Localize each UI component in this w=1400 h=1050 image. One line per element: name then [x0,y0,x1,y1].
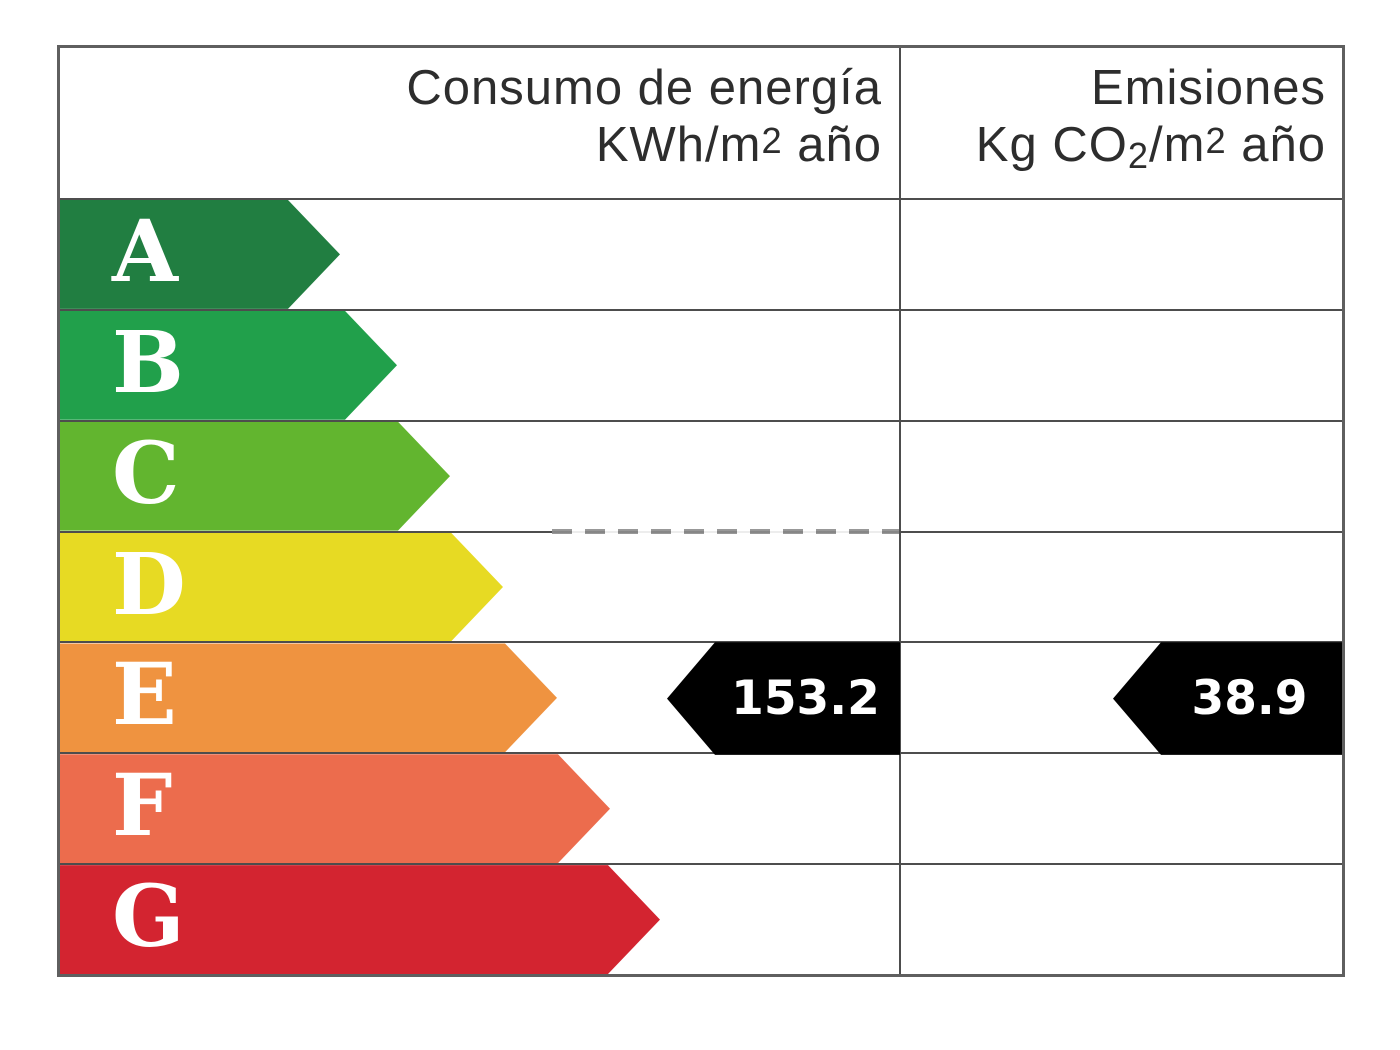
header-emissions-units: Kg CO2/m2 año [900,117,1326,177]
rating-bar-g: G [60,865,660,974]
rating-bar-f: F [60,754,610,863]
emissions-value-arrow: 38.9 [1113,642,1342,755]
rating-letter-c: C [112,423,180,524]
unit-text: año [1226,118,1326,172]
rating-table: Consumo de energía KWh/m2 año Emisiones … [57,45,1345,977]
rating-row-a: A [60,200,1342,311]
rating-letter-a: A [112,201,178,302]
watermark-artifact [552,528,900,534]
unit-text: Kg CO [975,118,1128,172]
header-consumption-title: Consumo de energía [406,61,882,115]
unit-subscript: 2 [1127,134,1150,176]
unit-exponent: 2 [761,120,783,162]
rating-bar-c: C [60,422,450,531]
header-consumption: Consumo de energía KWh/m2 año [60,48,900,198]
rating-row-d: D [60,532,1342,644]
rating-row-f: F [60,754,1342,866]
rating-letter-e: E [112,645,177,746]
unit-text: /m [1149,118,1206,172]
rating-rows: A B C D E [60,200,1342,975]
rating-bar-b: B [60,311,397,420]
rating-bar-e: E [60,643,557,752]
emissions-value: 38.9 [1191,671,1308,727]
table-header: Consumo de energía KWh/m2 año Emisiones … [60,48,1342,200]
column-divider [899,48,901,974]
unit-text: año [782,118,882,172]
rating-row-c: C [60,421,1342,533]
rating-letter-d: D [112,534,186,635]
unit-exponent: 2 [1205,120,1227,162]
rating-letter-f: F [112,756,173,857]
rating-row-g: G [60,865,1342,975]
header-emissions: Emisiones Kg CO2/m2 año [900,48,1342,198]
rating-row-b: B [60,310,1342,422]
header-consumption-units: KWh/m2 año [60,117,882,177]
unit-text: KWh/m [595,118,762,172]
header-emissions-title: Emisiones [1090,61,1326,115]
consumption-value-arrow: 153.2 [667,642,900,755]
rating-letter-g: G [112,867,185,968]
consumption-value: 153.2 [731,671,880,727]
rating-bar-a: A [60,200,340,309]
rating-bar-d: D [60,533,503,642]
rating-letter-b: B [112,312,184,413]
